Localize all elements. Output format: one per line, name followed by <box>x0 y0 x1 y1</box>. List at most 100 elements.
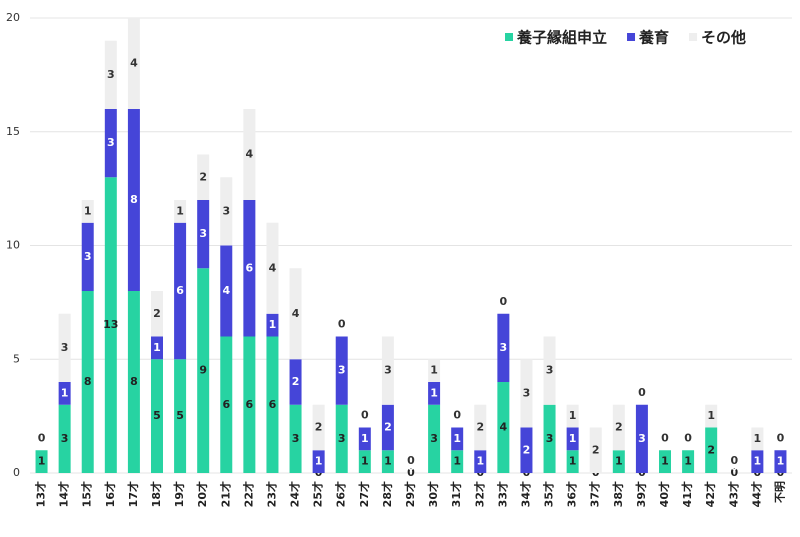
data-label: 2 <box>315 421 323 434</box>
bar-segment <box>381 404 394 451</box>
x-tick-label: 37才 <box>588 481 602 507</box>
x-tick-label: 43才 <box>726 481 740 507</box>
bar-segment <box>58 382 71 405</box>
bar-segment <box>566 404 579 428</box>
bar-segment <box>289 359 302 405</box>
x-tick-label: 21才 <box>218 481 232 507</box>
bar-segment <box>104 40 117 109</box>
bar-segment <box>566 450 579 473</box>
data-label: 4 <box>130 57 138 70</box>
bar-segment <box>266 222 279 314</box>
legend-label: その他 <box>701 29 746 47</box>
data-label: 3 <box>523 386 531 399</box>
bar-segment <box>58 404 71 473</box>
bar-segment <box>197 268 210 473</box>
data-label: 9 <box>199 364 207 377</box>
data-label: 3 <box>61 341 69 354</box>
bar-segment <box>266 313 279 337</box>
bar-segment <box>774 450 787 473</box>
data-label: 1 <box>661 455 669 468</box>
x-tick-label: 20才 <box>195 481 209 507</box>
x-tick-label: 30才 <box>426 481 440 507</box>
data-label: 3 <box>430 432 438 445</box>
bar-segment <box>612 404 625 451</box>
data-label: 3 <box>384 364 392 377</box>
bar-segment <box>543 404 556 473</box>
bar-segment <box>127 18 140 109</box>
data-label: 0 <box>684 437 692 450</box>
bar-segment <box>243 109 256 200</box>
data-label: 2 <box>592 443 600 456</box>
data-label: 2 <box>615 421 623 434</box>
data-label: 3 <box>500 341 508 354</box>
data-label: 5 <box>153 409 161 422</box>
y-tick-label: 20 <box>6 11 20 24</box>
data-label: 1 <box>384 455 392 468</box>
legend-label: 養子縁組申立 <box>516 29 607 47</box>
x-tick-label: 34才 <box>518 481 532 507</box>
bar-segment <box>381 450 394 473</box>
bar-segment <box>289 268 302 360</box>
data-label: 2 <box>523 443 531 456</box>
bar-segment <box>589 427 602 473</box>
bar-segment <box>151 336 163 360</box>
data-label: 3 <box>292 432 300 445</box>
x-tick-label: 22才 <box>241 481 255 507</box>
bar-segment <box>266 336 279 473</box>
x-tick-label: 41才 <box>680 481 694 507</box>
data-label: 0 <box>661 437 669 450</box>
data-label: 6 <box>246 398 254 411</box>
x-tick-label: 29才 <box>403 481 417 507</box>
bar-segment <box>220 245 233 337</box>
data-label: 1 <box>430 364 438 377</box>
data-label: 2 <box>292 375 300 388</box>
data-label: 2 <box>384 421 392 434</box>
data-label: 0 <box>407 466 415 479</box>
data-label: 2 <box>199 170 207 183</box>
bar-segment <box>497 382 510 473</box>
bar-segment <box>220 177 233 246</box>
x-tick-label: 39才 <box>634 481 648 507</box>
data-label: 0 <box>730 466 738 479</box>
data-label: 0 <box>453 409 461 422</box>
x-tick-label: 33才 <box>495 481 509 507</box>
y-tick-label: 10 <box>6 239 20 252</box>
bar-segment <box>243 336 256 473</box>
data-label: 1 <box>361 432 369 445</box>
data-label: 3 <box>338 432 346 445</box>
data-label: 4 <box>269 261 277 274</box>
bar-segment <box>451 450 464 473</box>
x-tick-label: 36才 <box>565 481 579 507</box>
legend-swatch <box>505 33 513 41</box>
bar-segment <box>520 427 533 473</box>
bar-segment <box>358 450 371 473</box>
data-label: 3 <box>546 364 554 377</box>
data-label: 1 <box>38 455 46 468</box>
data-label: 5 <box>176 409 184 422</box>
bar-segment <box>151 359 163 473</box>
data-label: 1 <box>707 409 715 422</box>
x-tick-label: 44才 <box>749 481 763 507</box>
data-label: 1 <box>569 455 577 468</box>
data-label: 0 <box>730 460 738 473</box>
data-label: 2 <box>153 307 161 320</box>
legend-label: 養育 <box>638 29 669 47</box>
data-label: 13 <box>103 318 118 331</box>
bar-segment <box>659 450 671 473</box>
data-label: 3 <box>61 432 69 445</box>
data-label: 1 <box>777 455 785 468</box>
data-label: 0 <box>661 431 669 444</box>
data-label: 6 <box>269 398 277 411</box>
data-label: 1 <box>476 455 484 468</box>
data-label: 1 <box>61 386 69 399</box>
data-label: 1 <box>569 409 577 422</box>
x-tick-label: 15才 <box>80 481 94 507</box>
bar-segment <box>751 450 764 473</box>
bar-segment <box>312 404 325 451</box>
bar-segment <box>104 177 117 473</box>
bar-segment <box>127 291 140 473</box>
data-label: 0 <box>684 431 692 444</box>
data-label: 0 <box>777 431 785 444</box>
data-label: 0 <box>361 409 369 422</box>
bar-segment <box>220 336 233 473</box>
